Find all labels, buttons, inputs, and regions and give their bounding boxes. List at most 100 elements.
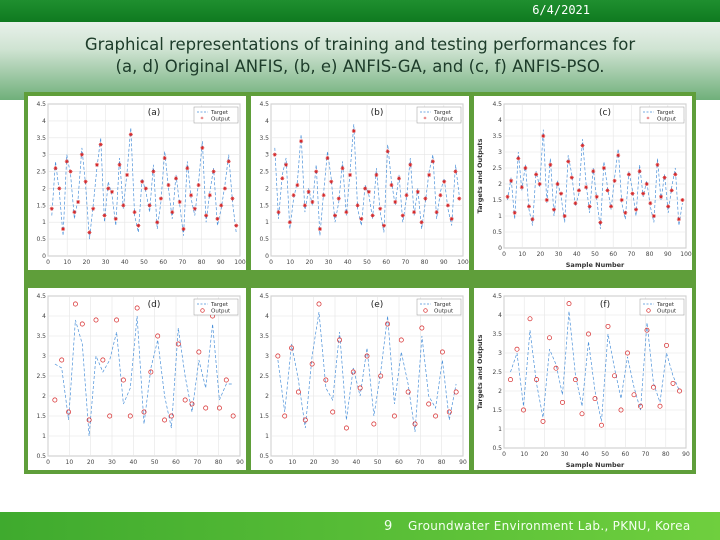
output-point: [566, 159, 571, 164]
legend-box: [193, 106, 239, 124]
legend-output-swatch: *: [201, 116, 204, 123]
output-point: [132, 210, 137, 215]
output-point: [537, 182, 542, 186]
y-tick-label: 2.5: [259, 169, 269, 176]
output-point: [76, 199, 81, 204]
x-tick-label: 100: [234, 259, 246, 266]
output-point: [68, 169, 73, 174]
output-point: [508, 377, 513, 383]
output-point: [203, 405, 209, 411]
legend-target-label: Target: [433, 302, 452, 308]
output-point: [364, 353, 370, 359]
output-point: [234, 223, 239, 228]
output-point: [350, 369, 356, 375]
output-point: [83, 179, 88, 184]
output-point: [453, 389, 459, 395]
legend-target-label: Target: [656, 110, 675, 116]
output-point: [219, 203, 224, 208]
footer-bar: [0, 512, 720, 540]
output-point: [434, 210, 439, 215]
x-tick-label: 0: [269, 259, 273, 266]
x-tick-label: 40: [121, 259, 129, 266]
output-point: [601, 166, 606, 170]
output-point: [576, 188, 581, 193]
y-tick-label: 1: [498, 213, 502, 220]
output-point: [676, 217, 681, 222]
output-point: [136, 223, 141, 228]
output-point: [426, 401, 432, 407]
output-point: [107, 413, 113, 419]
output-point: [357, 385, 363, 391]
output-point: [594, 194, 599, 199]
legend-box: [639, 106, 685, 124]
output-point: [158, 196, 163, 201]
legend-output-label: Output: [434, 117, 454, 123]
y-tick-label: 2: [498, 181, 502, 188]
output-point: [314, 169, 319, 174]
x-tick-label: 40: [130, 459, 138, 466]
output-point: [284, 162, 289, 167]
output-point: [117, 162, 122, 167]
y-tick-label: 4.5: [492, 293, 502, 300]
x-tick-label: 30: [108, 459, 116, 466]
output-point: [523, 166, 528, 170]
chart-d: 0 10 20 30 40 50 60 70 80 90 0.5 1 1.5 2 2.5 3 3.5 4 4.5 (d…: [36, 293, 244, 466]
y-tick-label: 3.5: [492, 331, 502, 338]
output-point: [49, 206, 54, 211]
x-tick-label: 0: [269, 459, 273, 466]
output-point: [280, 176, 285, 181]
output-point: [659, 194, 664, 199]
x-tick-label: 30: [555, 251, 563, 258]
output-point: [317, 226, 322, 231]
output-point: [91, 206, 96, 211]
output-point: [86, 417, 92, 423]
y-tick-label: 1.5: [259, 413, 269, 420]
output-point: [371, 421, 377, 427]
output-point: [215, 216, 220, 221]
y-tick-label: 2.5: [492, 165, 502, 172]
legend-output-swatch: *: [424, 116, 427, 123]
x-tick-label: 10: [520, 451, 528, 458]
slide-title-line1: Graphical representations of training an…: [84, 35, 636, 54]
output-point: [330, 409, 336, 415]
output-point: [61, 226, 66, 231]
output-point: [631, 392, 637, 398]
output-point: [560, 399, 565, 405]
x-tick-label: 40: [353, 459, 361, 466]
y-tick-label: 0.5: [492, 445, 502, 452]
output-point: [526, 204, 531, 209]
x-tick-label: 60: [382, 259, 390, 266]
output-point: [637, 169, 642, 174]
chart-f: 0 10 20 30 40 50 60 70 80 90 0.5 1 1.5 2 2.5 3 3.5 4 4.5 Sa…: [476, 293, 690, 469]
legend-output-label: Output: [657, 117, 677, 123]
y-tick-label: 1: [265, 433, 269, 440]
output-point: [329, 179, 334, 184]
output-point: [505, 194, 510, 199]
x-tick-label: 80: [646, 251, 654, 258]
output-point: [189, 193, 194, 198]
output-point: [540, 418, 546, 424]
output-point: [579, 411, 585, 417]
chart-panel-e: 0 10 20 30 40 50 60 70 80 90 0.5 1 1.5 2 2.5 3 3.5 4 4.5 (e…: [251, 288, 469, 470]
y-tick-label: 0.5: [259, 453, 269, 460]
output-point: [52, 397, 58, 403]
x-tick-label: 10: [286, 259, 294, 266]
x-tick-label: 100: [457, 259, 469, 266]
output-point: [87, 230, 92, 235]
output-point: [666, 204, 671, 209]
y-tick-label: 4.5: [259, 101, 269, 108]
y-tick-label: 3: [42, 152, 46, 159]
x-tick-label: 90: [217, 259, 225, 266]
output-point: [316, 301, 322, 307]
target-series-line: [54, 315, 234, 437]
output-point: [641, 191, 646, 196]
output-point: [93, 317, 99, 323]
output-point: [128, 132, 133, 137]
x-tick-label: 30: [325, 259, 333, 266]
output-point: [592, 396, 598, 402]
x-tick-label: 80: [421, 259, 429, 266]
chart-a: 0 10 20 30 40 50 60 70 80 90 100 0 0.5 1 1.5 2 2.5 3 3.5 4 4…: [36, 101, 246, 266]
y-tick-label: 4.5: [36, 293, 46, 300]
y-tick-label: 2: [498, 388, 502, 395]
output-point: [177, 199, 182, 204]
